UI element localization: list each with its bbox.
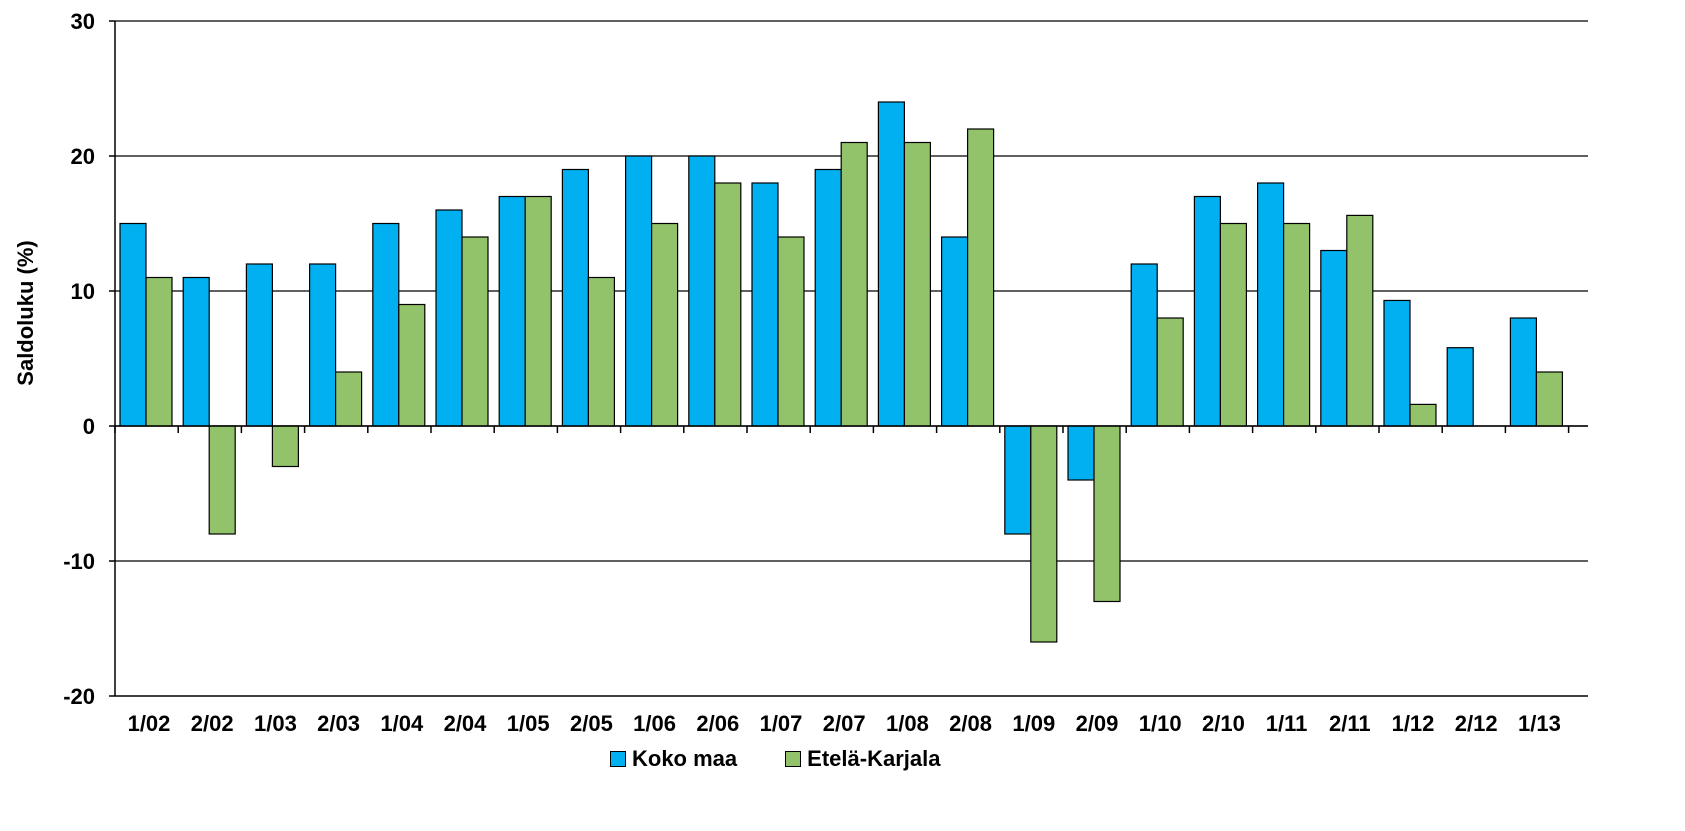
x-tick-label: 1/12 — [1392, 711, 1435, 736]
bar — [1067, 425, 1095, 481]
bar — [309, 263, 337, 427]
axes — [109, 20, 1588, 697]
bar — [688, 155, 716, 427]
bar — [1346, 214, 1374, 427]
bar — [1383, 299, 1411, 427]
x-tick-label: 2/04 — [444, 711, 488, 736]
x-tick-label: 1/13 — [1518, 711, 1561, 736]
bar — [372, 222, 400, 427]
bar — [119, 222, 147, 427]
x-tick-label: 1/08 — [886, 711, 929, 736]
bar — [1219, 222, 1248, 427]
legend: Koko maa Etelä-Karjala — [610, 746, 940, 772]
legend-item-etela-karjala: Etelä-Karjala — [785, 746, 940, 772]
x-tick-label: 1/09 — [1012, 711, 1055, 736]
legend-label-etela-karjala: Etelä-Karjala — [807, 746, 941, 771]
x-tick-label: 2/12 — [1455, 711, 1498, 736]
bar — [182, 276, 210, 427]
bar — [1130, 263, 1158, 427]
x-tick-labels: 1/02 2/02 1/03 2/03 1/04 2/04 1/05 2/05 1/06 2/06… — [128, 711, 1561, 736]
y-tick-label: 20 — [71, 144, 95, 169]
legend-item-koko-maa: Koko maa — [610, 746, 737, 772]
bar — [940, 236, 969, 427]
bar — [840, 141, 868, 427]
legend-swatch-etela-karjala — [785, 751, 802, 767]
x-tick-label: 1/03 — [254, 711, 297, 736]
bar — [145, 276, 173, 427]
bar — [1446, 347, 1474, 427]
bar — [1030, 425, 1058, 643]
bar — [1509, 317, 1538, 427]
bar — [335, 371, 363, 427]
bar — [245, 263, 273, 427]
bar — [877, 101, 906, 427]
bar — [561, 168, 590, 427]
bar — [966, 128, 995, 427]
bar — [1409, 403, 1437, 427]
x-tick-label: 2/08 — [949, 711, 992, 736]
bar — [1093, 425, 1121, 603]
x-tick-label: 2/05 — [570, 711, 613, 736]
bar — [208, 425, 236, 535]
bar — [624, 155, 653, 427]
y-tick-label: -20 — [63, 684, 95, 709]
bar — [524, 195, 552, 427]
x-tick-label: 2/02 — [191, 711, 234, 736]
x-tick-label: 1/11 — [1266, 711, 1308, 736]
bar — [1320, 249, 1348, 427]
y-tick-label: 30 — [71, 9, 95, 34]
x-tick-label: 2/03 — [317, 711, 360, 736]
legend-label-koko-maa: Koko maa — [632, 746, 738, 771]
x-tick-label: 2/10 — [1202, 711, 1245, 736]
bar — [751, 182, 779, 427]
bar — [1535, 371, 1564, 427]
bar — [1193, 195, 1222, 427]
x-tick-label: 2/06 — [696, 711, 739, 736]
x-tick-label: 1/02 — [128, 711, 171, 736]
bar — [650, 222, 679, 427]
bar — [435, 209, 463, 427]
bar — [587, 276, 616, 427]
x-tick-label: 1/06 — [633, 711, 676, 736]
x-tick-label: 1/07 — [760, 711, 803, 736]
bar — [461, 236, 489, 427]
x-tick-label: 2/09 — [1076, 711, 1119, 736]
y-tick-labels: -20 -10 0 10 20 30 — [63, 9, 95, 709]
bar — [1282, 222, 1311, 427]
x-tick-label: 2/11 — [1329, 711, 1371, 736]
bar — [398, 303, 426, 427]
bar — [777, 236, 805, 427]
y-axis-title: Saldoluku (%) — [13, 240, 38, 385]
bar — [498, 195, 526, 427]
bar — [1256, 182, 1285, 427]
bar — [1156, 317, 1184, 427]
y-tick-label: 10 — [71, 279, 95, 304]
x-tick-label: 1/10 — [1139, 711, 1182, 736]
x-tick-label: 1/05 — [507, 711, 550, 736]
bars — [119, 101, 1564, 643]
x-tick-label: 1/04 — [380, 711, 424, 736]
bar — [271, 425, 299, 468]
y-tick-label: -10 — [63, 549, 95, 574]
legend-swatch-koko-maa — [610, 751, 626, 767]
bar — [1004, 425, 1032, 535]
x-tick-label: 2/07 — [823, 711, 866, 736]
bar — [714, 182, 742, 427]
bar — [903, 141, 932, 427]
y-tick-label: 0 — [83, 414, 95, 439]
bar — [814, 168, 842, 427]
